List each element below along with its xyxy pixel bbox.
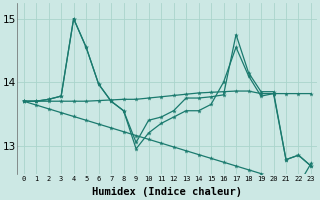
X-axis label: Humidex (Indice chaleur): Humidex (Indice chaleur) xyxy=(92,187,242,197)
